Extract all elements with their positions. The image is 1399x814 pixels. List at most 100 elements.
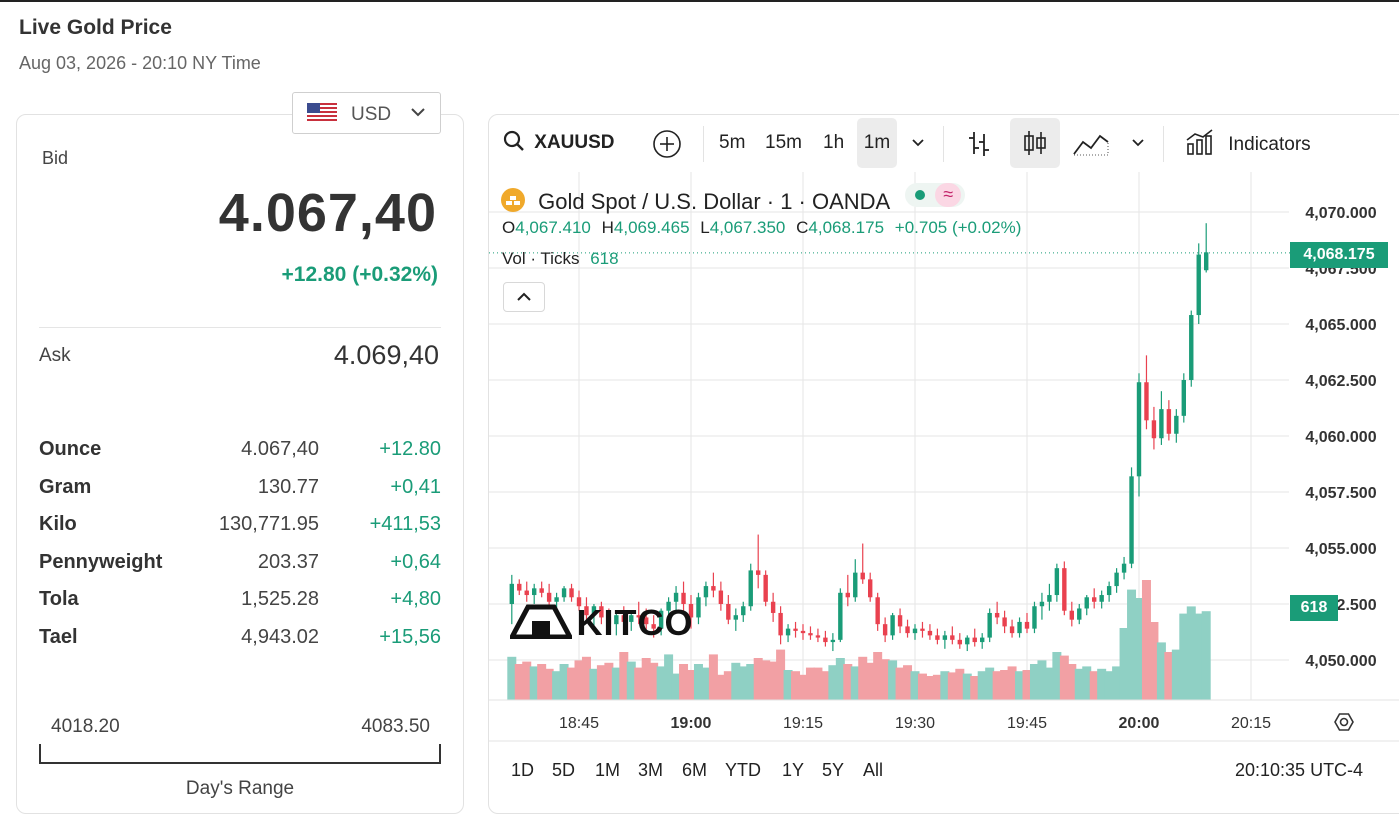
ohlc-bars-icon xyxy=(969,132,989,156)
range-5y[interactable]: 5Y xyxy=(822,760,845,780)
candle-body xyxy=(658,610,664,629)
volume-bar xyxy=(761,660,771,700)
volume-bar xyxy=(1052,652,1062,700)
chart-grid xyxy=(489,172,1289,700)
candle-body xyxy=(957,639,962,645)
kitco-logo-icon xyxy=(507,604,575,640)
interval-15m[interactable]: 15m xyxy=(765,132,802,153)
candle-body xyxy=(950,635,955,640)
last-volume-tag: 618 xyxy=(1290,595,1338,621)
candle-body xyxy=(890,615,895,636)
volume-bar xyxy=(641,658,651,700)
page-title: Live Gold Price xyxy=(19,16,172,39)
candle-body xyxy=(696,597,701,618)
candle-body xyxy=(1174,415,1179,434)
unit-price: 130,771.95 xyxy=(218,513,319,535)
volume-bar xyxy=(611,667,621,700)
volume-bar xyxy=(716,674,726,700)
candle-body xyxy=(1196,254,1201,316)
y-tick-label: 4,057.500 xyxy=(1305,485,1376,502)
candle-body xyxy=(1189,315,1194,380)
candle-body xyxy=(1106,586,1112,596)
volume-bar xyxy=(723,671,733,700)
candle-body xyxy=(860,572,865,580)
compare-button[interactable] xyxy=(651,128,683,158)
candle-body xyxy=(726,604,731,620)
range-1y[interactable]: 1Y xyxy=(782,760,805,780)
candle-body xyxy=(703,586,709,598)
candle-body xyxy=(673,592,679,602)
unit-price: 4,943.02 xyxy=(241,626,319,648)
toolbar-separator xyxy=(943,126,944,162)
symbol-search[interactable]: XAUUSD xyxy=(503,128,615,158)
interval-1m[interactable]: 1m xyxy=(857,118,897,168)
candle-body xyxy=(651,624,656,629)
volume-bar xyxy=(604,662,614,700)
candle-body xyxy=(688,604,694,618)
range-1d[interactable]: 1D xyxy=(511,760,535,780)
volume-bar xyxy=(813,667,823,700)
volume-bar xyxy=(1112,666,1122,700)
candlestick-chart[interactable]: 4,070.0004,067.5004,065.0004,062.5004,06… xyxy=(489,172,1399,752)
volume-bar xyxy=(1044,667,1054,700)
candle-body xyxy=(584,606,589,616)
market-status-badge[interactable]: ≈ xyxy=(905,183,966,207)
candle-body xyxy=(733,615,738,620)
candle-body xyxy=(509,583,514,604)
volume-bar xyxy=(888,660,898,700)
range-5d[interactable]: 5D xyxy=(552,760,576,780)
interval-1h[interactable]: 1h xyxy=(823,132,845,153)
collapse-legend-button[interactable] xyxy=(503,282,545,312)
volume-bar xyxy=(1171,649,1181,700)
candle-body xyxy=(1092,597,1097,602)
candle-body xyxy=(606,617,612,625)
volume-bar xyxy=(798,674,808,700)
chart-type-dropdown[interactable] xyxy=(1131,128,1145,158)
interval-5m[interactable]: 5m xyxy=(719,132,746,153)
unit-name: Ounce xyxy=(39,438,102,460)
volume-bar xyxy=(701,667,711,700)
indicators-button[interactable]: Indicators xyxy=(1185,128,1311,158)
currency-code: USD xyxy=(351,104,392,125)
candle-body xyxy=(853,572,858,598)
volume-bar xyxy=(820,671,830,700)
volume-bar xyxy=(1141,580,1151,700)
bar-chart-type-button[interactable] xyxy=(967,128,991,158)
candle-body xyxy=(1099,595,1104,602)
candle-chart-type-button[interactable] xyxy=(1010,118,1060,168)
candle-body xyxy=(875,597,880,625)
volume-bar xyxy=(626,661,636,700)
watermark-text: KITCO xyxy=(576,602,694,643)
volume-legend: Vol · Ticks 618 xyxy=(502,249,619,269)
candle-body xyxy=(987,612,992,638)
chart-clock: 20:10:35 UTC-4 xyxy=(1235,760,1364,780)
volume-bar xyxy=(1156,642,1166,700)
candle-body xyxy=(711,586,716,591)
low-label: L xyxy=(700,218,710,237)
day-range-low: 4018.20 xyxy=(51,716,120,737)
volume-bar xyxy=(805,667,815,700)
candle-body xyxy=(927,630,933,636)
volume-bar xyxy=(1074,668,1084,700)
volume-bar xyxy=(522,661,532,700)
bid-value: 4.067,40 xyxy=(218,183,437,243)
interval-dropdown[interactable] xyxy=(911,128,925,158)
candle-body xyxy=(830,639,836,643)
candle-body xyxy=(614,615,619,625)
indicators-icon xyxy=(1186,129,1213,155)
unit-name: Gram xyxy=(39,476,92,498)
range-1m[interactable]: 1M xyxy=(595,760,621,780)
volume-bar xyxy=(1015,671,1025,700)
range-3m[interactable]: 3M xyxy=(638,760,664,780)
area-chart-type-button[interactable] xyxy=(1073,128,1109,158)
volume-label: Vol · Ticks xyxy=(502,249,580,268)
volume-bar xyxy=(1067,664,1077,700)
volume-bar xyxy=(1194,613,1204,700)
range-6m[interactable]: 6M xyxy=(682,760,708,780)
candle-body xyxy=(636,615,641,618)
market-open-dot-icon xyxy=(915,190,926,200)
range-all[interactable]: All xyxy=(863,760,884,780)
range-ytd[interactable]: YTD xyxy=(725,760,761,780)
volume-bar xyxy=(649,662,659,700)
currency-select[interactable]: USD xyxy=(292,92,441,134)
